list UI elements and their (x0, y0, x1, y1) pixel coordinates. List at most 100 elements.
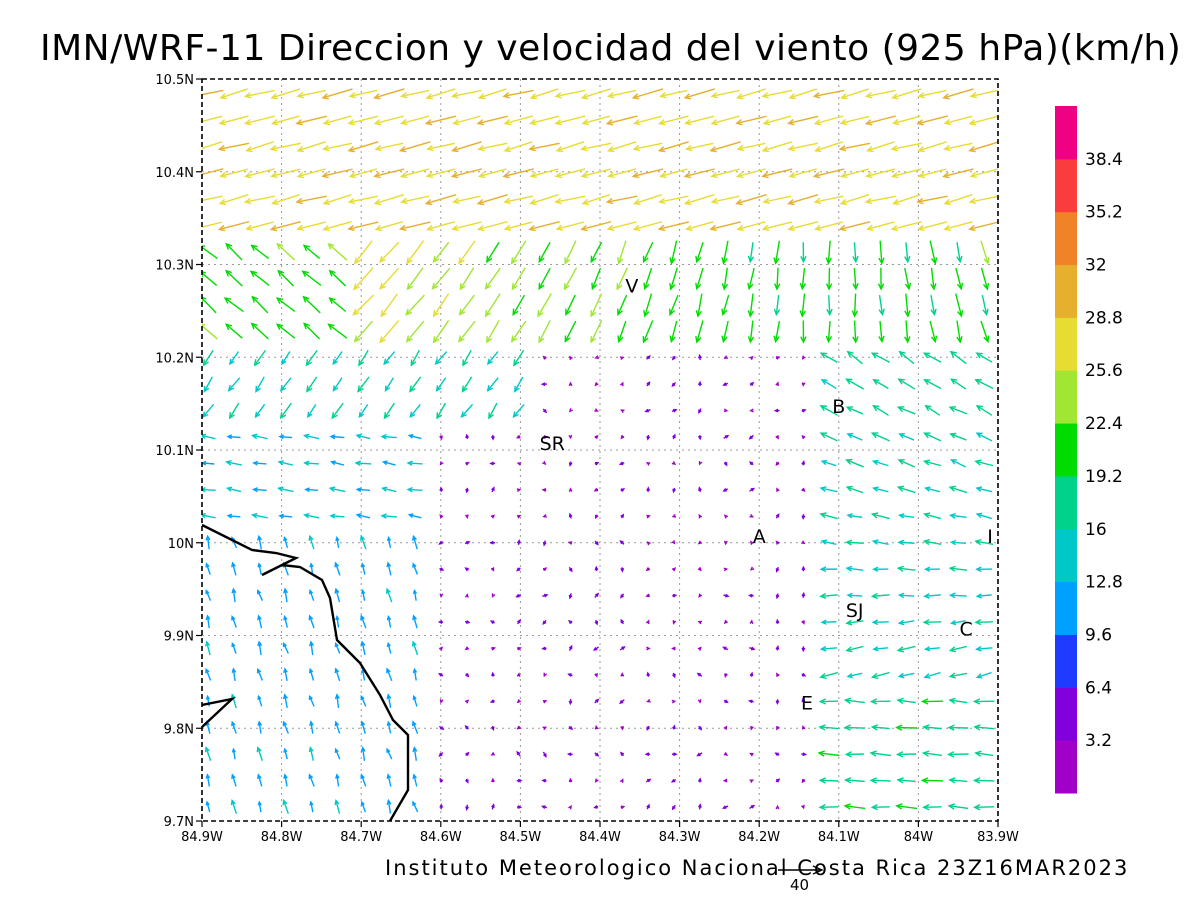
wind-vector (513, 349, 525, 367)
wind-vector (895, 724, 918, 731)
wind-vector (327, 323, 348, 339)
wind-vector (917, 168, 947, 179)
wind-vector (281, 351, 291, 366)
wind-vector (871, 459, 889, 467)
wind-vector (749, 752, 754, 757)
wind-vector (775, 513, 780, 519)
wind-vector (723, 593, 730, 598)
wind-vector (465, 673, 470, 678)
place-labels: V B SR A I SJ C E (540, 275, 993, 714)
legend-label: 12.8 (1085, 573, 1123, 593)
wind-vector (386, 641, 392, 654)
wind-vector (787, 193, 819, 206)
wind-vector (845, 645, 864, 653)
wind-vector (775, 593, 780, 600)
wind-vector (360, 773, 367, 787)
wind-vector (949, 619, 966, 626)
wind-vector (309, 720, 314, 734)
wind-vector (412, 773, 418, 787)
wind-vector (646, 381, 651, 387)
wind-vector (697, 380, 702, 387)
wind-vector (606, 89, 637, 99)
wind-vector (820, 378, 837, 390)
wind-vector (872, 486, 889, 493)
wind-vector (465, 433, 470, 439)
x-axis-ticks: 84.9W 84.8W 84.7W 84.6W 84.5W 84.4W 84.3W 84.2W… (181, 821, 1019, 845)
wind-vector (542, 355, 547, 360)
wind-vector (451, 221, 482, 231)
wind-vector (949, 432, 967, 441)
wind-vector (580, 88, 611, 100)
wind-vector (380, 293, 399, 318)
wind-vector (439, 567, 445, 571)
wind-vector (405, 294, 425, 316)
wind-vector (332, 377, 343, 392)
wind-vector (412, 746, 418, 761)
y-tick-label: 10.2N (155, 351, 194, 366)
wind-vector (231, 615, 238, 628)
wind-vector (642, 241, 654, 264)
wind-vector (567, 541, 573, 545)
wind-vector (710, 89, 740, 99)
wind-vector (516, 778, 523, 783)
wind-vector (773, 240, 781, 265)
wind-vector (645, 619, 650, 624)
wind-vector (568, 804, 572, 810)
wind-vector (436, 402, 446, 420)
wind-vector (202, 221, 223, 228)
wind-vector (257, 694, 263, 707)
wind-vector (956, 320, 963, 344)
wind-vector (698, 408, 702, 414)
wind-vector (568, 381, 573, 387)
wind-vector (283, 587, 289, 603)
wind-vector (799, 267, 807, 291)
wind-vector (568, 566, 573, 573)
wind-vector (335, 536, 340, 548)
wind-vector (846, 513, 863, 519)
wind-vector (801, 540, 806, 545)
wind-vector (594, 752, 600, 757)
wind-vector (620, 381, 624, 387)
map-grid (202, 79, 998, 821)
wind-vector (594, 434, 599, 440)
legend-label: 9.6 (1085, 625, 1112, 645)
wind-vector (510, 320, 527, 343)
wind-vector (643, 267, 653, 291)
wind-vector (439, 435, 443, 441)
wind-vector (897, 378, 916, 390)
legend-swatch (1055, 634, 1077, 688)
wind-vector (839, 193, 870, 206)
wind-vector (646, 514, 651, 519)
wind-vector (594, 408, 599, 412)
wind-vector (819, 432, 838, 442)
wind-vector (865, 221, 895, 231)
wind-vector (658, 195, 689, 205)
legend-swatch (1055, 528, 1077, 583)
legend-label: 6.4 (1085, 678, 1112, 698)
wind-vector (568, 461, 573, 467)
wind-vector (328, 297, 347, 313)
wind-vector (412, 667, 418, 681)
wind-vector (775, 461, 780, 467)
wind-vector (437, 620, 444, 625)
wind-vector (846, 350, 863, 365)
legend-label: 25.6 (1085, 361, 1123, 381)
wind-vector (516, 725, 521, 730)
wind-vector (799, 293, 806, 318)
wind-vector (488, 402, 498, 420)
wind-vector (669, 240, 678, 265)
wind-vector (516, 805, 523, 809)
wind-vector (386, 693, 392, 709)
place-label: SJ (846, 600, 864, 622)
wind-vector (202, 195, 223, 202)
legend-swatch (1055, 581, 1077, 635)
wind-vector (256, 746, 263, 762)
wind-vector (723, 752, 729, 756)
wind-vector (407, 513, 422, 519)
wind-vector (975, 432, 993, 442)
wind-vector (620, 488, 626, 492)
wind-vector (671, 646, 676, 651)
wind-vector (230, 798, 238, 814)
wind-vector (617, 320, 627, 343)
wind-vector (697, 435, 702, 441)
